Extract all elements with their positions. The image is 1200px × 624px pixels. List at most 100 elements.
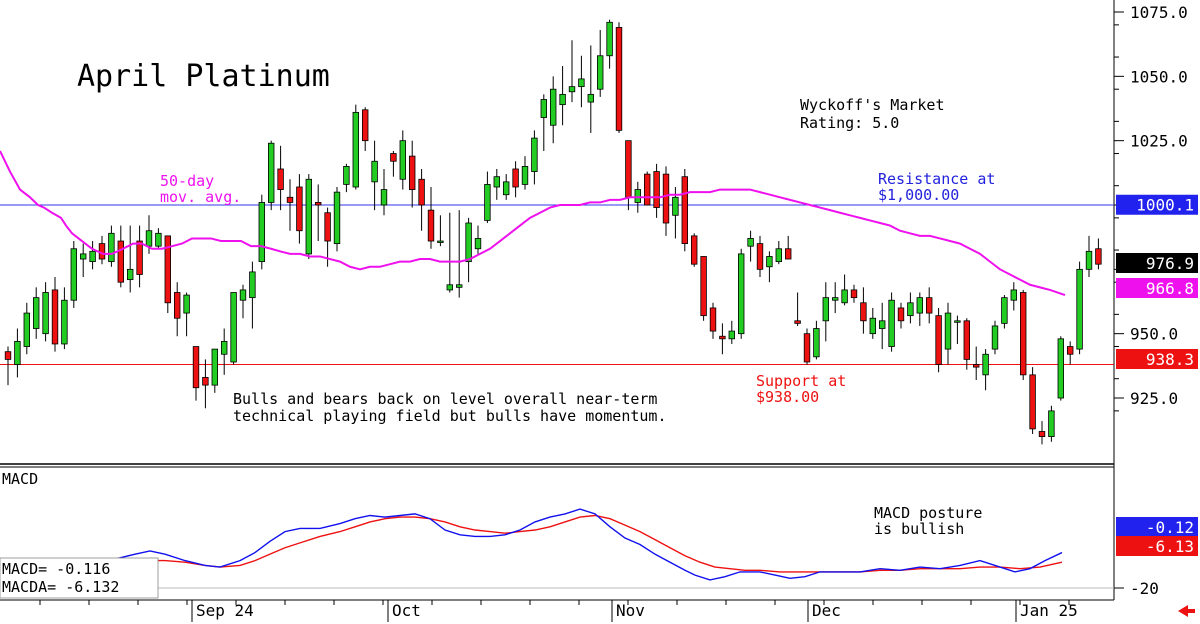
price-tick-label: 1075.0: [1130, 3, 1188, 22]
candle-body: [888, 299, 895, 347]
candle-body: [23, 312, 30, 347]
price-tag: [1116, 253, 1198, 273]
candle-body: [794, 320, 801, 324]
candle-body: [982, 353, 989, 376]
candle-body: [51, 289, 59, 345]
arrow-left-icon-tail: [1187, 609, 1195, 613]
candle-body: [502, 181, 510, 196]
candle-body: [521, 166, 529, 185]
macd-legend-box: [0, 557, 159, 599]
candle-body: [230, 292, 237, 363]
candle-body: [465, 222, 472, 263]
candle-body: [1020, 292, 1027, 376]
candle-body: [926, 297, 933, 314]
candle-body: [568, 86, 576, 93]
candle-body: [399, 140, 406, 180]
candle-body: [202, 377, 209, 386]
candle-body: [89, 250, 96, 263]
date-tick-label: Sep 24: [196, 601, 254, 620]
macd-tag: [1116, 536, 1198, 556]
candle-body: [427, 209, 435, 242]
candle-body: [70, 248, 77, 301]
candle-body: [625, 140, 632, 198]
candle-body: [1095, 248, 1102, 265]
candle-body: [662, 173, 670, 224]
candle-body: [615, 27, 623, 131]
candle-body: [813, 328, 820, 358]
candle-body: [728, 330, 735, 340]
date-tick-label: Dec: [812, 601, 841, 620]
candle-body: [803, 333, 811, 363]
candle-body: [634, 189, 641, 203]
macda-legend-line: MACDA= -6.132: [2, 578, 119, 596]
candle-body: [719, 335, 726, 340]
macd-tag-label: -6.13: [1146, 537, 1194, 556]
support-label-line1: Support at: [756, 372, 846, 390]
candle-body: [493, 176, 500, 188]
candle-body: [550, 88, 557, 126]
candle-body: [211, 348, 218, 386]
candle-body: [944, 312, 952, 350]
candle-body: [1067, 346, 1074, 355]
candle-body: [991, 325, 999, 350]
macd-line: [94, 508, 1063, 581]
candle-body: [314, 202, 322, 206]
candle-body: [380, 189, 388, 206]
candle-body: [1038, 431, 1046, 437]
candle-body: [239, 289, 247, 301]
price-tick-label: 950.0: [1130, 325, 1178, 344]
candle-body: [766, 256, 773, 268]
candle-body: [587, 93, 594, 103]
axes: 925.0 950.0 1025.0 1050.0 1075.0 -20 Sep 24 Oct…: [39, 3, 1188, 622]
candle-body: [1048, 410, 1055, 437]
moving-average-line: [0, 150, 1066, 297]
price-tag-label: 976.9: [1146, 254, 1194, 273]
candle-body: [371, 160, 378, 183]
candle-body: [183, 294, 190, 314]
candle-body: [954, 320, 961, 323]
candle-body: [296, 186, 303, 232]
macd-annotation-line1: MACD posture: [874, 504, 982, 522]
candle-body: [822, 297, 829, 322]
candle-body: [578, 78, 585, 88]
candle-body: [879, 320, 886, 329]
commentary-line1: Bulls and bears back on level overall ne…: [233, 390, 657, 408]
candle-body: [33, 297, 40, 329]
candle-body: [474, 238, 482, 250]
moving-average-label-line2: mov. avg.: [160, 188, 241, 206]
candle-body: [540, 99, 547, 118]
price-tag-label: 1000.1: [1136, 196, 1194, 215]
candle-body: [709, 307, 717, 332]
price-tick-label: 1050.0: [1130, 67, 1188, 86]
candle-body: [963, 320, 970, 360]
candle-body: [418, 178, 425, 206]
candle-body: [653, 171, 660, 208]
arrow-left-icon[interactable]: [1178, 605, 1188, 617]
candle-body: [155, 232, 162, 247]
candle-body: [145, 230, 153, 247]
price-tags: 1000.1 976.9 966.8 938.3 -0.12-6.13: [1116, 194, 1198, 556]
candle-body: [606, 21, 613, 57]
candle-body: [907, 302, 914, 317]
macd-tag-label: -0.12: [1146, 518, 1194, 537]
macd-legend-line: MACD= -0.116: [2, 560, 110, 578]
price-tag: [1116, 349, 1198, 369]
candle-body: [249, 271, 256, 299]
candle-body: [277, 168, 284, 190]
candle-body: [192, 346, 200, 389]
candle-body: [860, 302, 867, 322]
candle-body: [850, 289, 858, 299]
candle-body: [455, 284, 463, 288]
price-tag-label: 938.3: [1146, 350, 1194, 369]
candle-body: [897, 307, 905, 322]
candle-body: [1029, 374, 1036, 430]
date-tick-label: Jan 25: [1020, 601, 1078, 620]
candle-body: [747, 238, 754, 247]
candles: [4, 19, 1102, 445]
candle-body: [756, 243, 764, 270]
candle-body: [164, 235, 171, 304]
indicator-lines: [0, 150, 1066, 581]
candle-body: [973, 364, 980, 368]
date-tick-label: Nov: [616, 601, 645, 620]
